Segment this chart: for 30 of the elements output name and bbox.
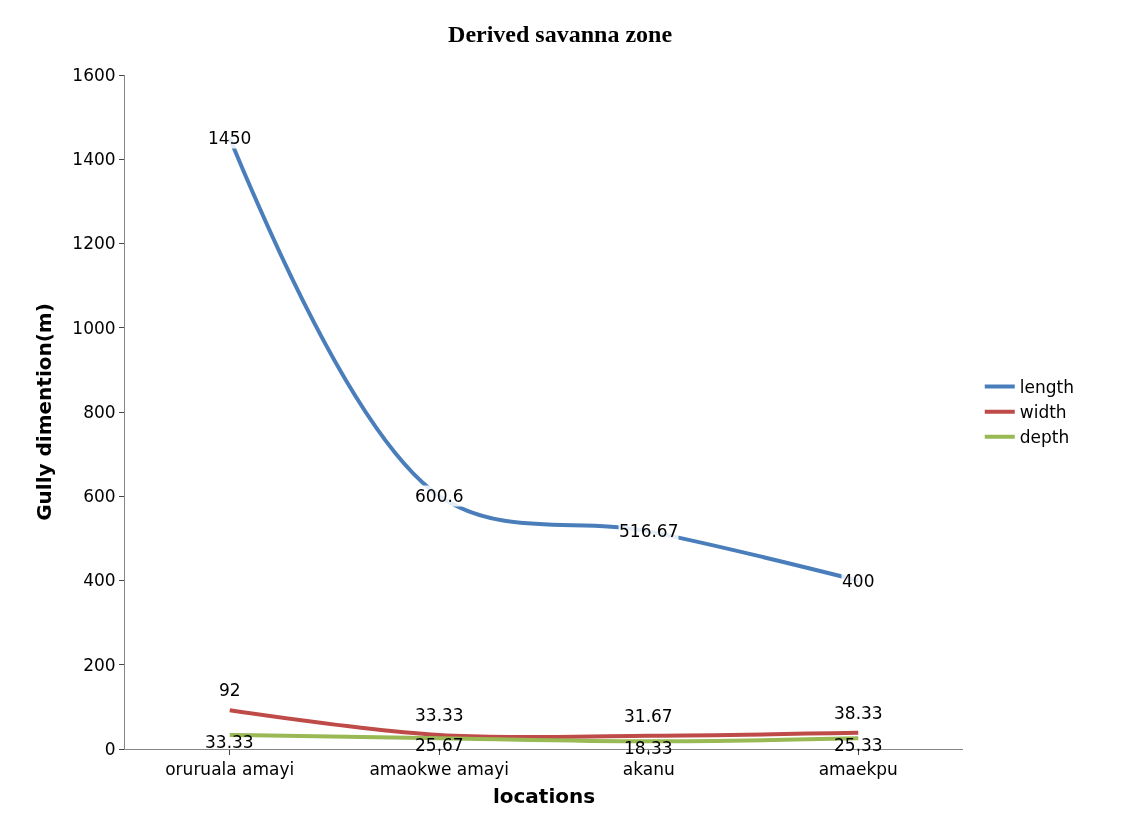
chart-title: Derived savanna zone [448,20,673,47]
y-tick-label: 1200 [72,233,116,254]
y-axis-title: Gully dimention(m) [31,303,56,521]
x-tick-label: oruruala amayi [165,759,295,780]
data-label: 31.67 [624,706,673,726]
data-label: 1450 [208,128,252,148]
data-label: 38.33 [834,703,883,723]
y-tick-label: 600 [83,486,116,507]
data-label: 18.33 [624,738,673,758]
data-label: 92 [219,680,241,700]
y-tick-label: 1000 [72,317,116,338]
data-label: 25.67 [415,735,464,755]
y-tick-label: 0 [104,738,116,759]
data-label: 33.33 [415,705,464,725]
legend-label: width [1019,402,1067,423]
legend-label: depth [1019,427,1070,448]
data-label: 33.33 [205,732,254,752]
x-tick-label: akanu [622,759,675,780]
y-tick-label: 800 [83,401,116,422]
y-tick-label: 1600 [72,64,116,85]
y-tick-label: 400 [83,570,116,591]
legend-label: length [1019,377,1074,398]
y-tick-label: 200 [83,654,116,675]
data-label: 25.33 [834,735,883,755]
x-tick-label: amaekpu [818,759,898,780]
data-label: 516.67 [619,521,679,541]
y-tick-label: 1400 [72,149,116,170]
x-tick-label: amaokwe amayi [369,759,510,780]
data-label: 600.6 [415,486,464,506]
x-axis-title: locations [492,783,596,808]
